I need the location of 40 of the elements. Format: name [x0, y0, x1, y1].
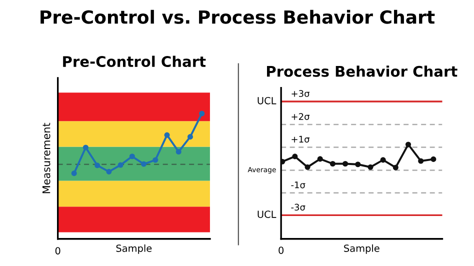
ref-line-label: +3σ	[292, 90, 310, 97]
text: UCL	[258, 210, 276, 218]
point	[199, 110, 205, 116]
chart-title: Pre-Control Chart	[63, 56, 206, 68]
chart-title: Process Behavior Chart	[267, 66, 458, 77]
point	[129, 154, 135, 160]
point	[355, 162, 361, 168]
x-axis-title: Sample	[344, 244, 380, 254]
ref-line-label: +1σ	[292, 136, 310, 143]
point	[380, 157, 386, 163]
point	[418, 158, 424, 164]
point	[141, 161, 147, 167]
text: UCL	[258, 96, 276, 104]
point	[342, 160, 348, 167]
point	[118, 162, 124, 168]
y-axis-title: Measurement	[42, 122, 50, 194]
point	[94, 162, 100, 168]
ref-line-label: -1σ	[291, 182, 306, 188]
ref-line-label: +2σ	[292, 113, 310, 120]
text: Pre-Control vs. Process Behavior Chart	[40, 10, 435, 24]
text: 0	[278, 246, 284, 254]
x-axis-title: Sample	[116, 244, 152, 254]
point	[330, 160, 336, 167]
point	[176, 148, 182, 155]
point	[281, 158, 286, 164]
point	[152, 157, 158, 163]
point	[187, 134, 194, 140]
point	[164, 132, 170, 138]
text: 0	[55, 247, 60, 254]
point	[304, 164, 310, 170]
point	[71, 170, 77, 176]
point	[292, 154, 298, 160]
point	[405, 142, 412, 148]
point	[430, 156, 436, 162]
point	[82, 144, 88, 150]
ref-line-label: -3σ	[291, 204, 306, 211]
point	[106, 168, 112, 174]
point	[317, 156, 323, 162]
point	[368, 164, 374, 170]
point	[392, 164, 398, 170]
